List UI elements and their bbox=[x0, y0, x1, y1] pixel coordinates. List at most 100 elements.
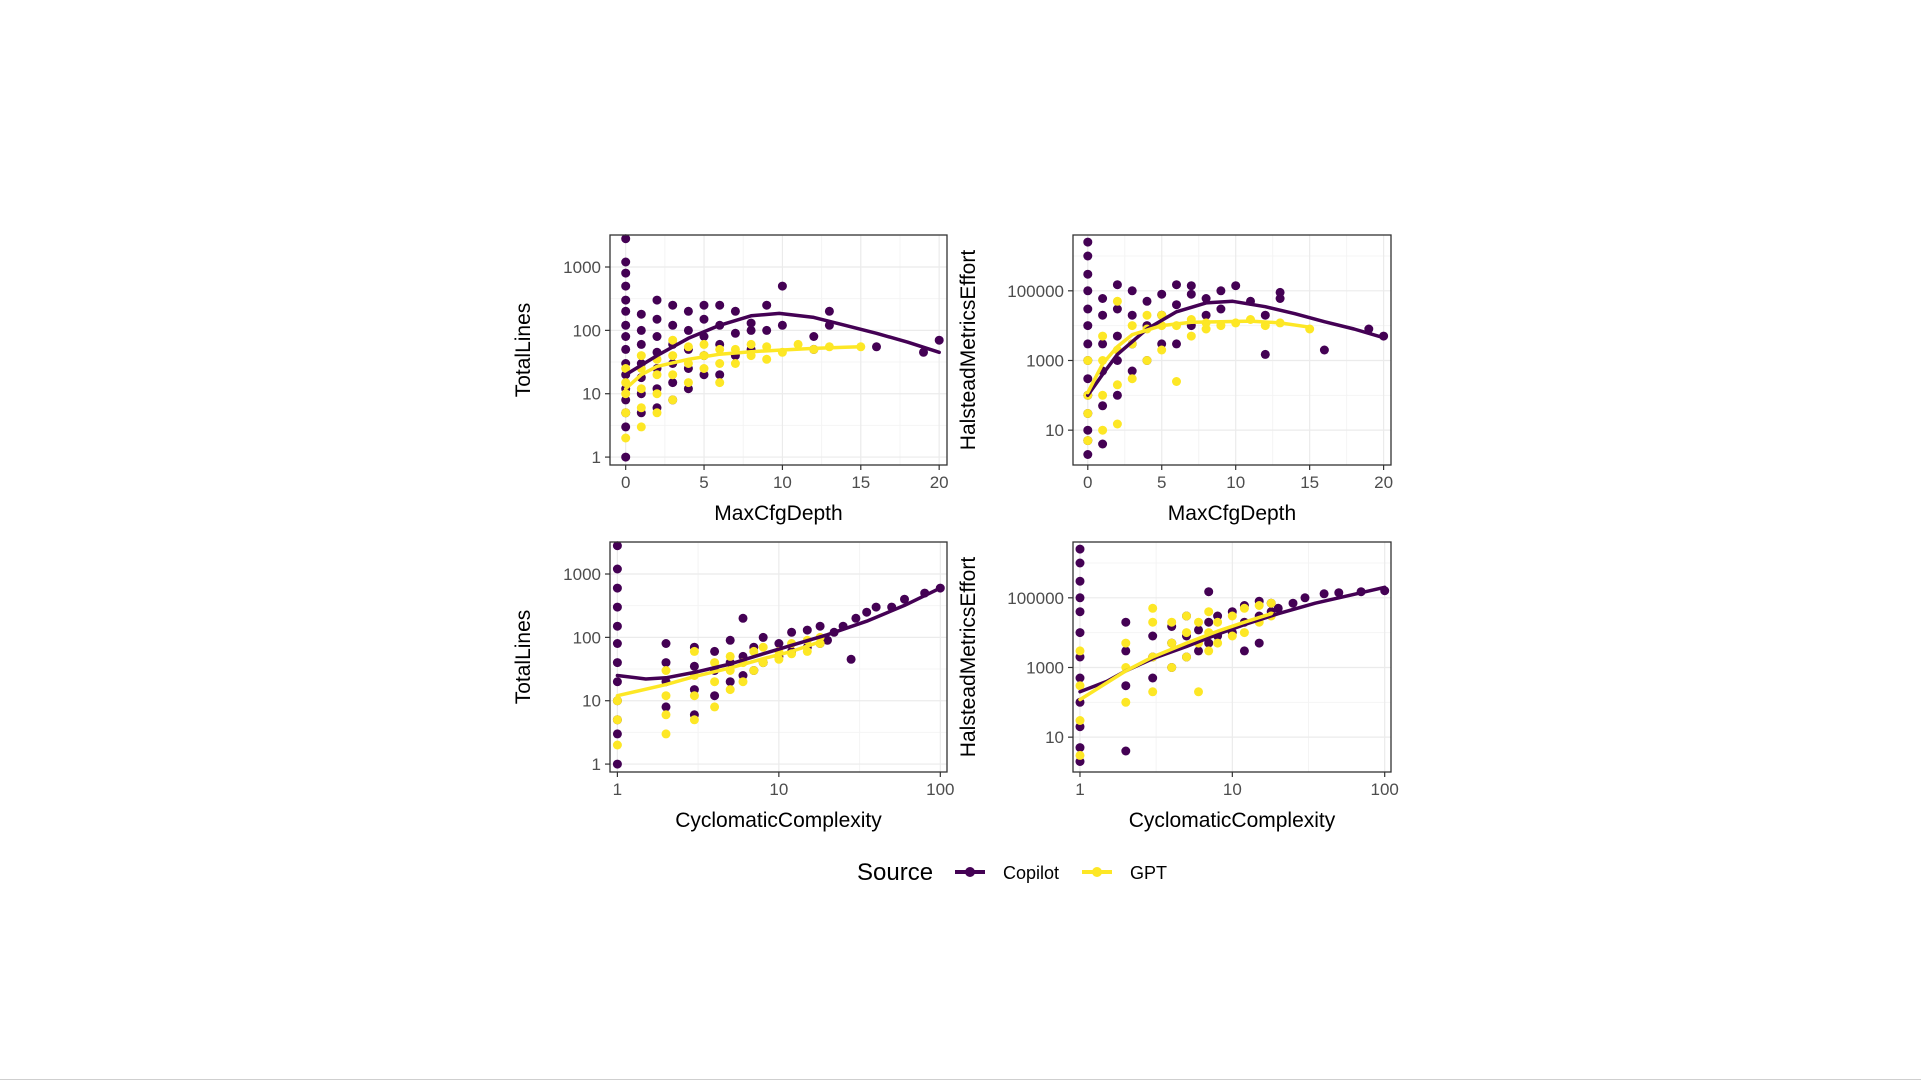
x-tick-label: 10 bbox=[769, 780, 788, 799]
point-copilot bbox=[621, 344, 631, 354]
point-gpt bbox=[661, 710, 671, 720]
point-copilot bbox=[621, 295, 631, 305]
point-gpt bbox=[1182, 611, 1191, 621]
point-copilot bbox=[1201, 310, 1211, 320]
point-copilot bbox=[689, 661, 699, 671]
point-gpt bbox=[738, 677, 748, 687]
point-gpt bbox=[621, 389, 631, 399]
point-copilot bbox=[621, 281, 631, 291]
point-gpt bbox=[668, 395, 678, 405]
point-copilot bbox=[738, 671, 748, 680]
point-gpt bbox=[1148, 617, 1158, 627]
point-copilot bbox=[683, 325, 693, 335]
x-tick-label: 100 bbox=[926, 780, 954, 799]
point-copilot bbox=[725, 677, 735, 687]
point-copilot bbox=[699, 370, 709, 380]
point-gpt bbox=[652, 370, 662, 380]
point-copilot bbox=[1083, 321, 1093, 331]
point-copilot bbox=[1112, 304, 1122, 314]
point-copilot bbox=[1127, 366, 1137, 376]
point-gpt bbox=[689, 691, 699, 701]
legend-label-gpt: GPT bbox=[1130, 863, 1167, 883]
point-gpt bbox=[689, 715, 699, 725]
point-copilot bbox=[1075, 558, 1085, 568]
point-copilot bbox=[1204, 617, 1214, 627]
point-gpt bbox=[1075, 646, 1085, 656]
point-copilot bbox=[1239, 646, 1249, 656]
point-copilot bbox=[612, 564, 622, 574]
point-copilot bbox=[1098, 310, 1108, 320]
point-gpt bbox=[1194, 687, 1203, 697]
point-copilot bbox=[612, 677, 622, 687]
point-gpt bbox=[1121, 638, 1131, 648]
point-copilot bbox=[1157, 289, 1167, 299]
point-copilot bbox=[774, 639, 784, 648]
point-copilot bbox=[683, 306, 693, 316]
point-copilot bbox=[1083, 286, 1093, 296]
point-gpt bbox=[1167, 617, 1177, 627]
point-copilot bbox=[862, 607, 872, 617]
point-copilot bbox=[621, 422, 631, 432]
point-copilot bbox=[919, 347, 928, 357]
point-copilot bbox=[1194, 625, 1203, 635]
y-tick-label: 10 bbox=[1045, 728, 1064, 747]
y-tick-label: 10 bbox=[582, 692, 601, 711]
point-gpt bbox=[661, 666, 671, 675]
point-copilot bbox=[872, 342, 881, 352]
plot-background bbox=[1073, 235, 1391, 465]
point-copilot bbox=[1083, 237, 1093, 247]
point-gpt bbox=[621, 364, 631, 373]
point-copilot bbox=[710, 691, 720, 701]
point-copilot bbox=[851, 613, 861, 623]
point-copilot bbox=[1075, 722, 1085, 732]
point-gpt bbox=[1172, 377, 1181, 386]
point-copilot bbox=[1216, 304, 1226, 314]
point-copilot bbox=[612, 583, 622, 593]
y-axis-title: TotalLines bbox=[512, 303, 535, 398]
point-gpt bbox=[621, 408, 631, 418]
point-copilot bbox=[652, 314, 662, 324]
point-copilot bbox=[1334, 588, 1344, 598]
point-copilot bbox=[621, 268, 631, 278]
y-tick-label: 100000 bbox=[1007, 282, 1064, 301]
point-gpt bbox=[1204, 646, 1214, 656]
point-copilot bbox=[612, 729, 622, 739]
point-gpt bbox=[749, 646, 759, 656]
x-axis-title: CyclomaticComplexity bbox=[1129, 809, 1336, 832]
point-gpt bbox=[1127, 374, 1137, 384]
point-copilot bbox=[1112, 331, 1122, 341]
point-copilot bbox=[1083, 425, 1093, 435]
point-gpt bbox=[710, 658, 720, 668]
point-gpt bbox=[1142, 356, 1152, 365]
point-copilot bbox=[1300, 593, 1310, 603]
point-copilot bbox=[1121, 646, 1131, 656]
point-copilot bbox=[824, 306, 834, 316]
trend-line-copilot bbox=[615, 586, 943, 681]
point-copilot bbox=[1083, 269, 1093, 279]
point-copilot bbox=[661, 658, 671, 668]
point-copilot bbox=[1121, 617, 1131, 627]
legend: Source Copilot GPT bbox=[857, 859, 1167, 886]
point-gpt bbox=[612, 696, 622, 706]
point-copilot bbox=[1275, 287, 1285, 297]
y-axis-title: HalsteadMetricsEffort bbox=[957, 557, 980, 758]
x-tick-label: 100 bbox=[1371, 780, 1399, 799]
point-copilot bbox=[1216, 286, 1226, 296]
point-copilot bbox=[871, 602, 881, 612]
point-gpt bbox=[1083, 356, 1093, 365]
y-axis-title: TotalLines bbox=[512, 610, 535, 705]
point-copilot bbox=[1075, 544, 1085, 554]
x-tick-label: 20 bbox=[1374, 473, 1393, 492]
panel-cyclomatic-halstead: 1 10 100 10 1000 100000 CyclomaticComplexity Ha… bbox=[957, 541, 1399, 832]
y-tick-label: 1000 bbox=[1026, 658, 1064, 677]
point-copilot bbox=[1204, 587, 1214, 597]
point-copilot bbox=[1288, 598, 1298, 608]
point-copilot bbox=[661, 702, 671, 712]
point-copilot bbox=[612, 621, 622, 631]
point-gpt bbox=[652, 389, 662, 399]
point-copilot bbox=[612, 602, 622, 612]
point-gpt bbox=[1266, 598, 1276, 608]
trend-line-copilot bbox=[623, 311, 941, 377]
y-axis-title: HalsteadMetricsEffort bbox=[957, 250, 980, 451]
